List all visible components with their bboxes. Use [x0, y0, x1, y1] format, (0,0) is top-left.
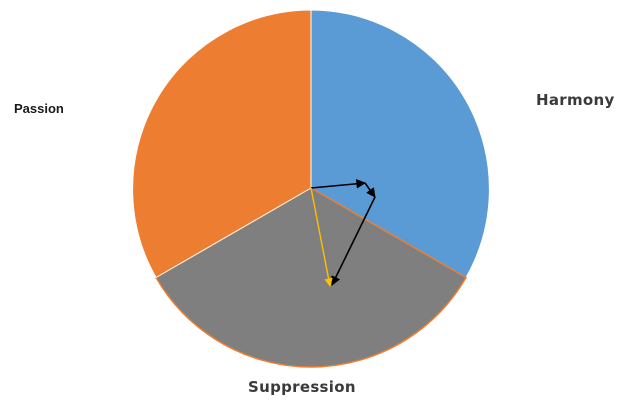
segment-suppression — [154, 187, 468, 368]
segment-harmony — [310, 9, 490, 279]
segment-passion — [132, 9, 312, 279]
vector-arrow-1 — [310, 179, 366, 189]
vector-arrow-3 — [331, 196, 376, 286]
vector-arrow-2 — [364, 182, 376, 198]
label-passion: Passion — [14, 101, 64, 116]
label-suppression: Suppression — [248, 378, 356, 396]
label-harmony: Harmony — [536, 91, 615, 109]
resultant-vector-arrow — [310, 187, 333, 287]
